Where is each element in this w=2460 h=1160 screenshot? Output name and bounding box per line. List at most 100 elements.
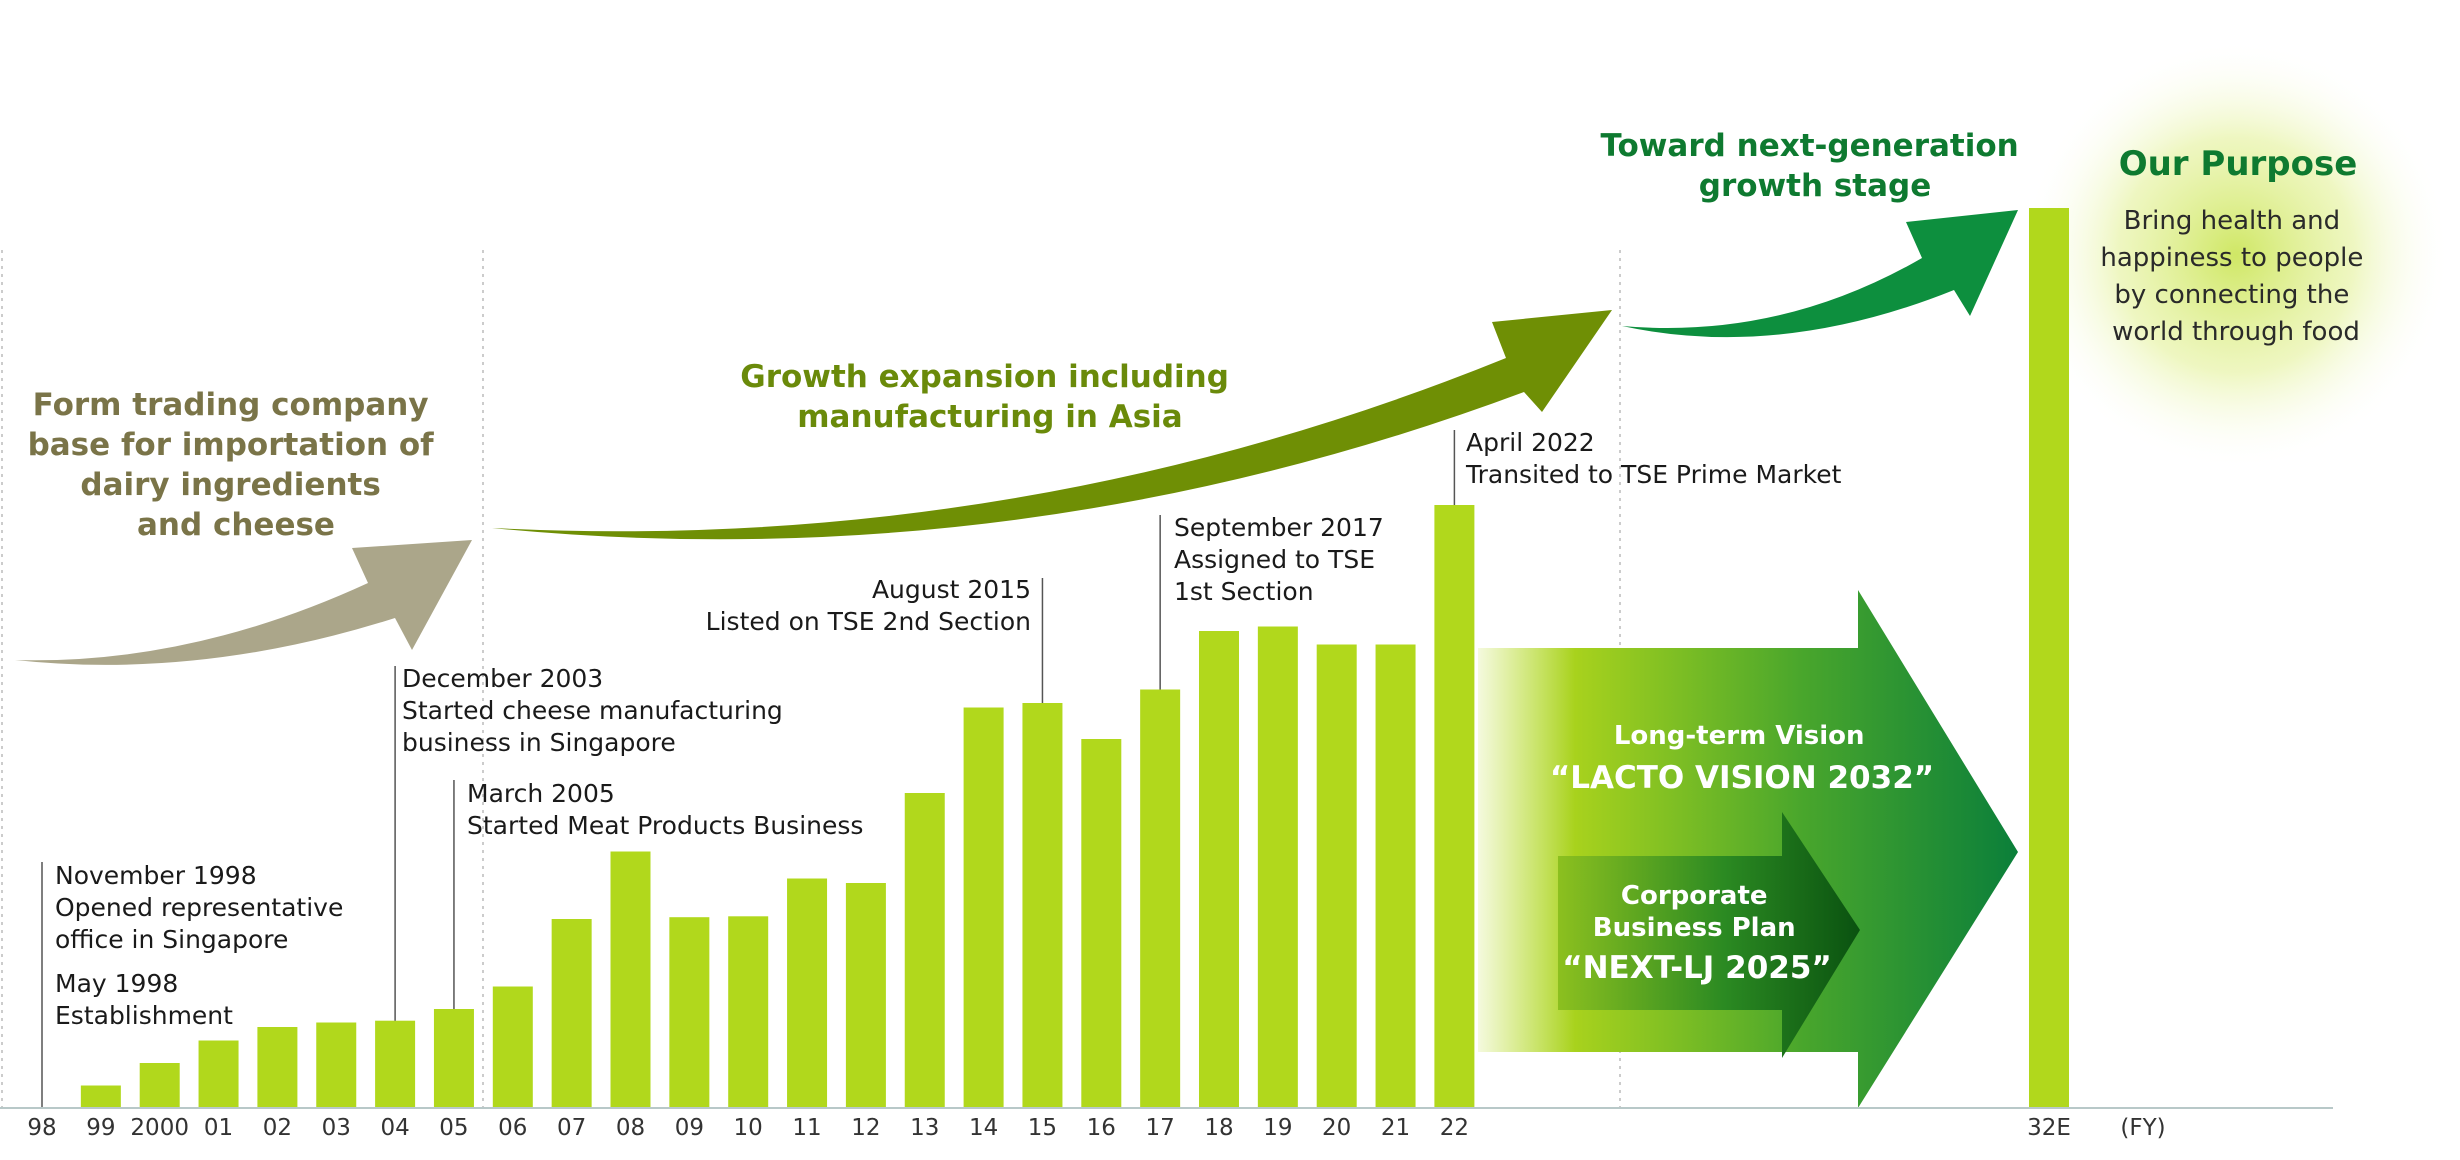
x-tick-labels: 98 99 2000 01 02 03 04 05 06 07 08 09 10 11 12 13 14 15 16… xyxy=(27,1115,2071,1141)
x-tick-label: 04 xyxy=(380,1115,409,1141)
x-tick-label: 05 xyxy=(439,1115,468,1141)
bar-fy-04 xyxy=(375,1020,416,1108)
x-tick-label: 22 xyxy=(1440,1115,1469,1141)
x-tick-label: 13 xyxy=(910,1115,939,1141)
bar-fy-06 xyxy=(492,986,533,1108)
phase1-heading-line: base for importation of xyxy=(28,427,435,463)
x-tick-label: 17 xyxy=(1146,1115,1175,1141)
long-term-vision-line: “LACTO VISION 2032” xyxy=(1550,760,1934,796)
phase3-arrow xyxy=(1622,210,2018,338)
annotation-line: 1st Section xyxy=(1174,577,1314,606)
annotation: May 1998 Establishment xyxy=(55,969,233,1030)
purpose-line: by connecting the xyxy=(2114,280,2349,310)
long-term-vision-arrow xyxy=(1478,590,2018,1108)
business-plan-arrow xyxy=(1558,812,1860,1058)
x-tick-label: 01 xyxy=(204,1115,233,1141)
phase3-heading-line: Toward next-generation xyxy=(1600,128,2018,164)
annotation: March 2005 Started Meat Products Business xyxy=(467,779,863,840)
bars-layer xyxy=(80,208,2069,1108)
annotation-line: Started Meat Products Business xyxy=(467,811,863,840)
annotation-line: August 2015 xyxy=(872,575,1031,604)
bar-fy-13 xyxy=(904,793,945,1108)
annotation: November 1998 Opened representative office… xyxy=(55,861,343,954)
annotation-line: Opened representative xyxy=(55,893,343,922)
x-tick-label: 10 xyxy=(734,1115,763,1141)
purpose-title: Our Purpose xyxy=(2119,144,2358,184)
annotation-line: December 2003 xyxy=(402,664,603,693)
annotation-line: September 2017 xyxy=(1174,513,1384,542)
annotation: December 2003 Started cheese manufacturin… xyxy=(402,664,783,757)
fy-unit-label: (FY) xyxy=(2120,1115,2165,1141)
phase1-heading: Form trading company base for importatio… xyxy=(28,387,445,543)
long-term-vision-label: Long-term Vision “LACTO VISION 2032” xyxy=(1550,721,1934,796)
purpose-glow xyxy=(2021,40,2451,470)
bar-fy-20 xyxy=(1316,644,1357,1108)
x-tick-label: 18 xyxy=(1204,1115,1233,1141)
x-tick-label: 09 xyxy=(675,1115,704,1141)
annotation-line: April 2022 xyxy=(1466,428,1595,457)
annotation: September 2017 Assigned to TSE 1st Section xyxy=(1174,513,1384,606)
phase1-heading-line: Form trading company xyxy=(33,387,429,423)
bar-fy-02 xyxy=(257,1027,298,1108)
annotation-line: Listed on TSE 2nd Section xyxy=(706,607,1031,636)
x-tick-label: 98 xyxy=(27,1115,56,1141)
business-plan-line: Corporate xyxy=(1621,881,1768,911)
annotation-line: March 2005 xyxy=(467,779,615,808)
bar-fy-18 xyxy=(1199,631,1239,1108)
bar-fy-2000 xyxy=(139,1063,180,1108)
annotations-layer: November 1998 Opened representative office… xyxy=(55,428,1842,1030)
bar-fy-11 xyxy=(787,878,828,1108)
x-tick-label: 11 xyxy=(792,1115,821,1141)
x-tick-label: 15 xyxy=(1028,1115,1057,1141)
phase2-heading-line: manufacturing in Asia xyxy=(797,399,1182,435)
phase2-heading: Growth expansion including manufacturing… xyxy=(740,359,1239,435)
bar-fy-16 xyxy=(1081,739,1122,1108)
business-plan-label: Corporate Business Plan “NEXT-LJ 2025” xyxy=(1562,881,1832,986)
phase1-heading-line: and cheese xyxy=(137,507,335,543)
business-plan-line: Business Plan xyxy=(1593,913,1796,943)
annotation-leaders-layer xyxy=(41,430,1456,1108)
phase1-arrow xyxy=(15,540,472,665)
phase3-heading-line: growth stage xyxy=(1699,168,1932,204)
purpose-line: Bring health and xyxy=(2124,206,2340,236)
business-plan-line: “NEXT-LJ 2025” xyxy=(1562,950,1832,986)
x-tick-label: 16 xyxy=(1087,1115,1116,1141)
x-tick-label: 08 xyxy=(616,1115,645,1141)
x-tick-label: 21 xyxy=(1381,1115,1410,1141)
bar-fy-19 xyxy=(1257,626,1298,1108)
phase2-arrow xyxy=(492,310,1612,540)
annotation-line: November 1998 xyxy=(55,861,257,890)
annotation: August 2015 Listed on TSE 2nd Section xyxy=(706,575,1031,636)
bar-fy-15 xyxy=(1022,703,1063,1108)
x-tick-label: 12 xyxy=(851,1115,880,1141)
purpose-text: Bring health and happiness to people by … xyxy=(2100,206,2371,347)
bar-fy-10 xyxy=(728,916,769,1108)
long-term-vision-line: Long-term Vision xyxy=(1614,721,1865,751)
bar-fy-07 xyxy=(551,919,592,1108)
purpose-line: world through food xyxy=(2112,317,2360,347)
bar-fy-01 xyxy=(198,1040,239,1108)
bar-fy-17 xyxy=(1140,689,1181,1108)
x-tick-label: 07 xyxy=(557,1115,586,1141)
x-tick-label: 99 xyxy=(86,1115,115,1141)
purpose-line: happiness to people xyxy=(2100,243,2363,273)
annotation-line: Transited to TSE Prime Market xyxy=(1465,460,1842,489)
bar-fy-03 xyxy=(316,1022,357,1108)
x-tick-label: 02 xyxy=(263,1115,292,1141)
annotation-line: Assigned to TSE xyxy=(1174,545,1375,574)
bar-fy-99 xyxy=(80,1085,121,1108)
phase3-heading: Toward next-generation growth stage xyxy=(1600,128,2029,204)
bar-fy-14 xyxy=(963,707,1004,1108)
x-tick-label: 2000 xyxy=(130,1115,189,1141)
annotation-line: Establishment xyxy=(55,1001,233,1030)
annotation-line: business in Singapore xyxy=(402,728,676,757)
bar-fy-08 xyxy=(610,851,651,1108)
x-tick-label: 03 xyxy=(322,1115,351,1141)
x-tick-label: 20 xyxy=(1322,1115,1351,1141)
bar-fy-05 xyxy=(433,1009,474,1108)
phase2-heading-line: Growth expansion including xyxy=(740,359,1229,395)
phase1-heading-line: dairy ingredients xyxy=(80,467,380,503)
annotation-line: May 1998 xyxy=(55,969,178,998)
x-tick-label: 19 xyxy=(1263,1115,1292,1141)
